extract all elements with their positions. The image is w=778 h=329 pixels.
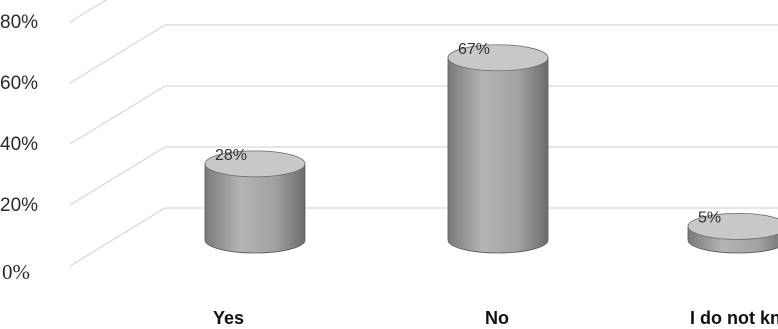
gridline-diag (69, 207, 166, 267)
gridline-diag (69, 85, 166, 145)
data-label: 67% (458, 41, 490, 58)
data-label: 5% (698, 209, 721, 226)
x-tick-label: Yes (213, 308, 244, 328)
labels: 0% 20% 40% 60% 80% 28% 67% 5% Yes No I do not know (0, 12, 778, 328)
bar-top (204, 150, 306, 178)
bar-no (447, 44, 549, 254)
x-tick-label: I do not know (690, 308, 778, 328)
y-tick-label: 0% (2, 260, 30, 284)
bar-top (447, 44, 549, 72)
bar-body (204, 163, 306, 254)
y-tick-label: 20% (0, 195, 38, 216)
gridlines (69, 0, 778, 267)
gridline-diag (69, 0, 108, 23)
bar-yes (204, 150, 306, 254)
data-label: 28% (215, 147, 247, 164)
gridline-diag (69, 146, 166, 206)
bar-i-do-not-know (687, 213, 778, 254)
bar-body (447, 57, 549, 254)
gridline-diag (69, 24, 166, 84)
y-tick-label: 80% (0, 12, 38, 33)
bar-top (687, 213, 778, 240)
bars (204, 44, 778, 254)
y-tick-label: 60% (0, 73, 38, 94)
x-tick-label: No (485, 308, 509, 328)
y-tick-label: 40% (0, 134, 38, 155)
